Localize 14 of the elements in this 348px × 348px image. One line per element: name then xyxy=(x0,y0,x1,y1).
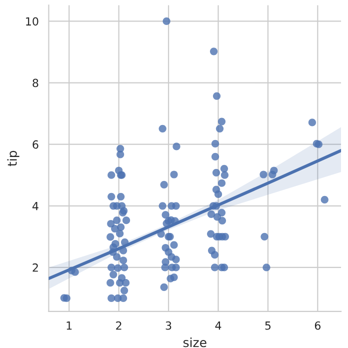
y-tick-label: 4 xyxy=(32,202,38,210)
x-tick-label: 5 xyxy=(265,322,271,330)
x-tick-label: 3 xyxy=(166,321,172,330)
line-series xyxy=(48,148,342,280)
x-tick-label: 1 xyxy=(66,322,72,330)
y-axis-title: tip xyxy=(7,150,20,166)
y-tick-label: 6 xyxy=(32,140,38,149)
x-tick-label: 2 xyxy=(116,321,122,330)
y-tick-label: 10 xyxy=(26,17,38,26)
x-tick-label: 6 xyxy=(314,321,321,330)
y-tick-label: 2 xyxy=(32,263,38,272)
y-tick-label: 8 xyxy=(32,78,38,88)
x-axis-title: size xyxy=(183,337,206,348)
x-tick-label: 4 xyxy=(215,322,222,330)
